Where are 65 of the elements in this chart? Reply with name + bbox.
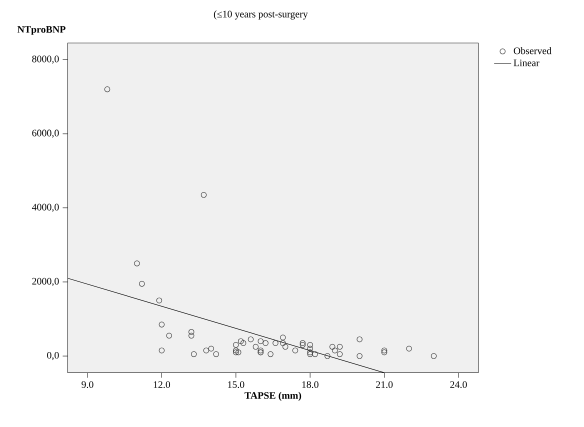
point [134,260,140,266]
chart-title: (≤10 years post-surgery [214,10,308,20]
point [258,338,264,344]
point [233,348,239,354]
point [406,346,412,352]
point [329,344,336,350]
point [252,344,259,350]
x-tick-label: 21.0 [376,381,393,388]
point [300,340,306,346]
point [300,342,306,348]
x-tick-label: 9.0 [82,381,94,388]
point [336,351,343,358]
point [188,332,194,339]
point [307,349,314,356]
point [240,340,246,346]
point [258,348,264,354]
legend-label: Linear [514,60,540,66]
x-tick-label: 15.0 [228,381,244,388]
point [324,353,330,359]
point [139,280,145,287]
point [292,348,298,354]
point [307,342,314,348]
point [307,346,314,352]
point [238,338,244,344]
y-tick-label: 8000,0 [32,56,59,64]
y-tick-label: 2000,0 [32,278,59,286]
point [268,351,274,358]
x-axis-title: TAPSE (mm) [244,392,302,401]
point [203,348,210,354]
point [280,340,286,346]
point [235,349,242,356]
point [282,344,288,350]
point [312,351,318,358]
point [381,349,388,356]
point [104,86,110,92]
point [190,351,197,358]
x-tick-label: 18.0 [302,381,318,388]
y-tick-label: 6000,0 [32,130,59,138]
point [332,348,338,354]
point [248,336,254,342]
point [307,351,314,358]
point [158,348,165,354]
y-tick-label: 4000,0 [32,204,59,212]
point [356,336,362,342]
x-tick-label: 12.0 [154,381,170,388]
point [213,351,220,358]
point [156,298,162,304]
y-tick-label: 0,0 [47,352,59,360]
point [166,332,172,339]
y-axis-title: NTproBNP [17,26,66,35]
point [188,329,194,335]
point [200,192,207,198]
point [158,322,165,328]
legend-label: Observed [514,47,552,54]
point [381,348,388,354]
point [233,349,239,356]
point [262,340,268,346]
point [272,340,278,346]
point [233,342,239,348]
point [280,334,286,340]
point [430,353,437,359]
point [356,353,362,359]
x-tick-label: 24.0 [450,381,467,388]
point [336,344,343,350]
point [208,346,214,352]
